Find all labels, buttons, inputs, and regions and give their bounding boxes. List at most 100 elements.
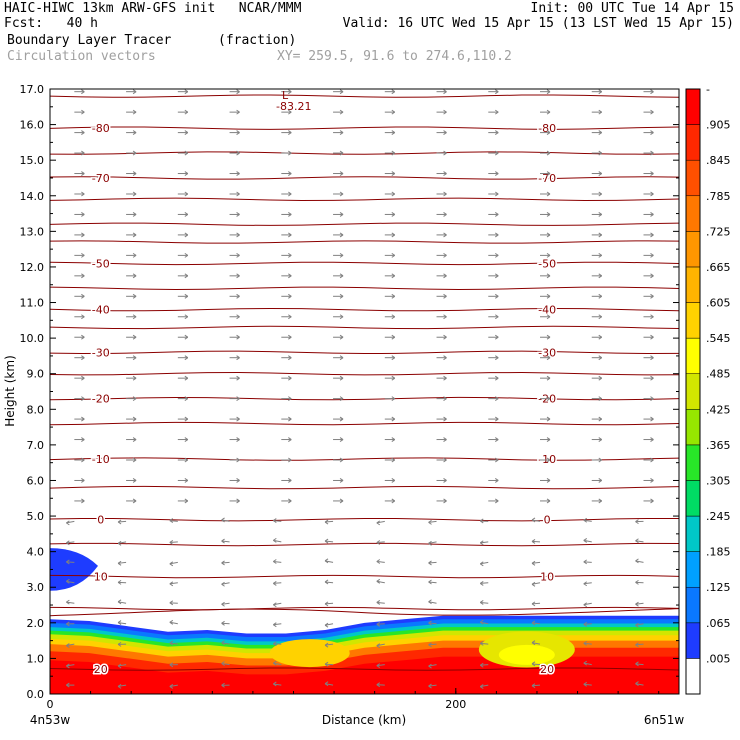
vector-arrow-head <box>443 273 447 279</box>
colorbar-swatch <box>685 231 701 268</box>
vector-arrow-head <box>391 232 396 238</box>
vector-arrow-head <box>236 457 240 463</box>
vector-arrow-head <box>288 130 292 136</box>
vector-arrow-head <box>339 109 344 115</box>
vector-arrow-head <box>531 517 536 523</box>
contour-line <box>50 325 679 330</box>
vector-arrow-head <box>169 640 174 646</box>
vector-arrow-head <box>391 437 396 442</box>
vector-arrow <box>376 643 385 647</box>
vector-arrow-head <box>339 498 344 504</box>
vector-arrow-head <box>428 579 432 585</box>
vector-arrow-head <box>339 273 344 279</box>
vector-arrow-head <box>428 540 432 546</box>
vector-arrow-head <box>236 293 240 299</box>
vector-arrow-head <box>236 355 240 361</box>
vector-arrow-head <box>583 581 588 587</box>
vector-arrow-head <box>391 396 396 402</box>
vector-arrow-head <box>324 519 329 525</box>
vector-arrow-head <box>546 396 551 402</box>
vector-arrow <box>325 520 334 523</box>
vector-arrow-head <box>494 396 499 402</box>
vector-arrow-head <box>598 273 603 279</box>
vector-arrow-head <box>531 581 536 587</box>
vector-arrow-head <box>117 620 122 625</box>
vector-arrow-head <box>81 457 85 463</box>
vector-arrow <box>376 561 385 563</box>
vector-arrow-head <box>236 437 240 442</box>
colorbar-label: .665 <box>706 261 731 274</box>
vector-arrow-head <box>184 171 189 176</box>
vector-arrow-head <box>184 314 189 320</box>
vector-arrow <box>480 601 489 604</box>
temperature-contours: -80 -80-70 -70-50 -50-40 -40-30 -30-20 -20-10-… <box>50 94 679 678</box>
vector-arrow-head <box>583 660 588 666</box>
vector-arrow-head <box>391 498 396 504</box>
vector-arrow-head <box>236 171 240 176</box>
vector-arrow-head <box>288 375 292 381</box>
vector-arrow-head <box>66 559 70 565</box>
vector-arrow-head <box>81 273 85 279</box>
vector-arrow-head <box>635 661 639 667</box>
vector-arrow-head <box>132 232 137 238</box>
vector-arrow-head <box>598 252 603 258</box>
vector-arrow <box>428 664 437 667</box>
x-axis-label: Distance (km) <box>322 713 406 727</box>
vector-arrow-head <box>339 437 344 442</box>
vector-arrow-head <box>288 396 292 402</box>
vector-arrow-head <box>598 293 603 299</box>
y-tick-label: 14.0 <box>20 190 45 203</box>
contour-label: 0 <box>97 514 104 527</box>
colorbar-swatch <box>685 480 701 517</box>
vector-arrow-head <box>546 416 551 422</box>
vector-arrow-head <box>81 314 85 320</box>
vector-arrow-head <box>132 130 137 136</box>
vector-arrow <box>221 642 230 645</box>
vector-arrow-head <box>494 252 499 258</box>
vector-arrow <box>583 582 592 585</box>
vector-arrow-head <box>236 191 240 197</box>
vector-arrow <box>117 541 127 544</box>
contour-label: 20 <box>94 663 108 676</box>
vector-arrow-head <box>236 498 240 504</box>
vector-arrow-head <box>546 334 551 340</box>
y-tick-label: 7.0 <box>27 439 45 452</box>
vector-arrow-head <box>391 416 396 422</box>
contour-label: -50 <box>92 257 110 270</box>
vector-arrow <box>66 520 75 524</box>
vector-arrow-head <box>221 601 225 607</box>
vector-arrow <box>221 561 230 564</box>
vector-arrow-head <box>494 171 499 176</box>
vector-arrow-head <box>339 396 344 402</box>
vector-arrow-head <box>288 273 292 279</box>
vector-arrow-head <box>598 375 603 381</box>
vector-arrow-head <box>443 89 447 95</box>
vector-arrow-head <box>221 517 225 523</box>
vector-arrow-head <box>169 619 174 625</box>
vector-arrow-head <box>184 150 189 156</box>
vector-arrow-head <box>81 191 85 197</box>
vector-arrow-head <box>273 660 277 666</box>
vector-arrow-head <box>546 498 551 504</box>
vector-arrow-head <box>635 558 639 564</box>
min-marker-value: -83.21 <box>276 100 311 113</box>
vector-arrow-head <box>391 171 396 176</box>
vector-arrow-head <box>598 150 603 156</box>
vector-arrow-head <box>546 314 551 320</box>
vector-arrow <box>66 580 75 584</box>
vector-arrow-head <box>339 416 344 422</box>
vector-arrow-head <box>221 538 225 544</box>
vector-arrow-head <box>650 252 654 258</box>
vector-arrow-head <box>494 293 499 299</box>
vector-arrow-head <box>132 355 137 361</box>
vector-arrow-head <box>236 212 240 217</box>
colorbar-swatch <box>685 658 701 695</box>
vector-arrow-head <box>443 396 447 402</box>
vector-arrow-head <box>583 602 588 608</box>
vector-arrow-head <box>391 273 396 279</box>
vector-arrow-head <box>428 683 432 689</box>
vector-arrow <box>480 642 489 645</box>
vector-arrow-head <box>169 662 174 668</box>
vector-arrow-head <box>494 416 499 422</box>
vector-arrow-head <box>546 232 551 238</box>
